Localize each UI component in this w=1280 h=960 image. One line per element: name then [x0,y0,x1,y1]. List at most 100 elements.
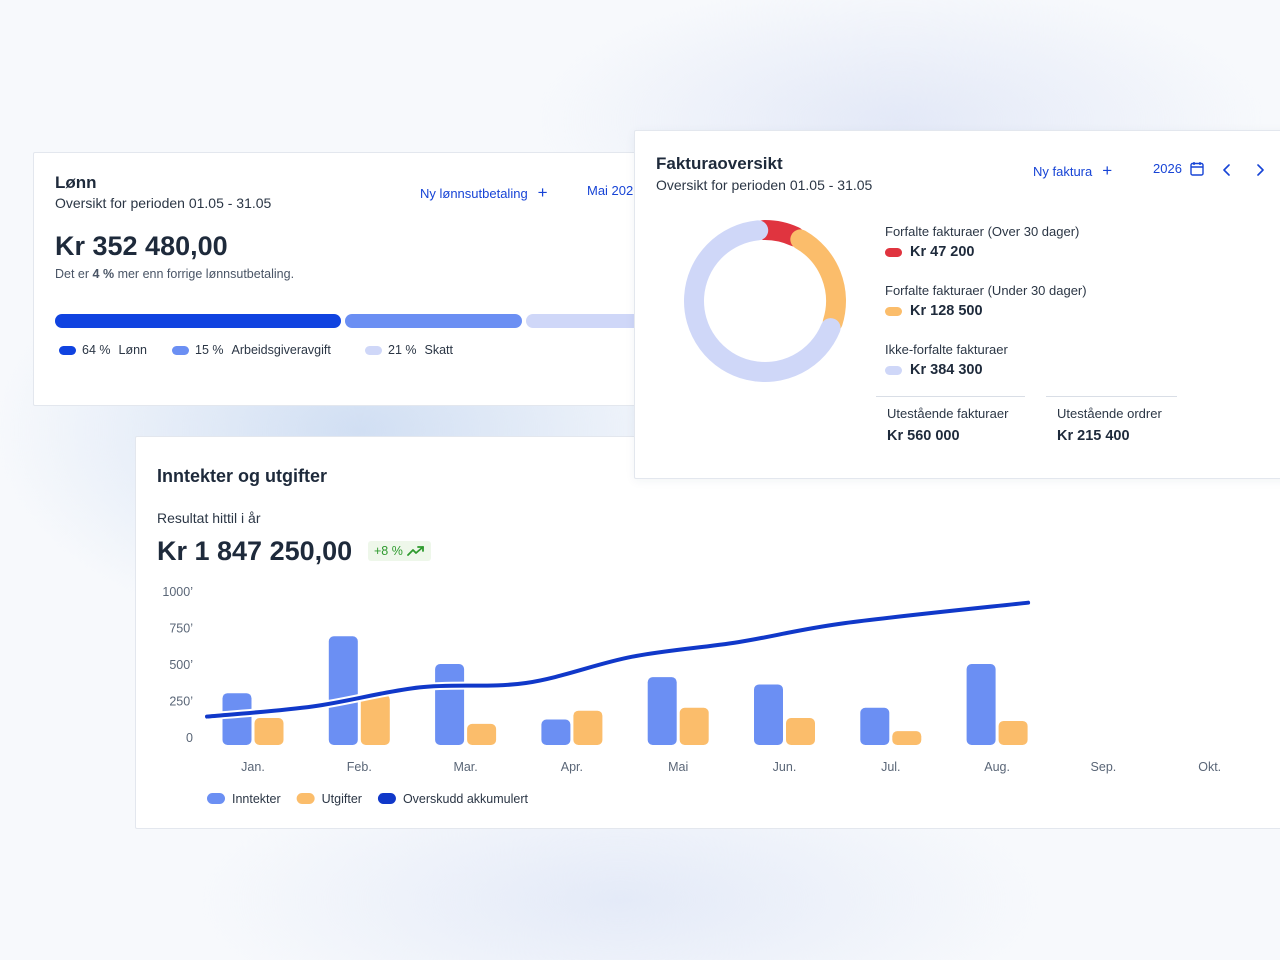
outstanding-invoices-label: Utestående fakturaer [887,406,1009,421]
note-suffix: mer enn forrige lønnsutbetaling. [117,267,295,281]
x-tick-label: Jun. [773,760,797,774]
new-payment-button[interactable]: Ny lønnsutbetaling + [420,183,548,203]
x-tick-label: Mai [668,760,688,774]
change-value: +8 % [374,544,403,558]
y-tick-label: 500’ [169,658,193,672]
x-tick-label: Jul. [881,760,900,774]
invoice-item-overdue-under30: Forfalte fakturaer (Under 30 dager) Kr 1… [885,283,1087,319]
expense-bar [573,710,603,745]
legend-label: Utgifter [322,792,362,806]
expense-bar [254,718,284,745]
legend-swatch [296,793,315,804]
new-payment-label: Ny lønnsutbetaling [420,185,528,201]
new-invoice-button[interactable]: Ny faktura + [1033,161,1112,181]
result-value: Kr 1 847 250,00 [157,536,353,566]
item-value: Kr 128 500 [910,303,983,319]
outstanding-invoices-value: Kr 560 000 [887,428,960,444]
legend-dot [59,345,76,355]
income-bar [435,664,465,745]
outstanding-orders-value: Kr 215 400 [1057,428,1130,444]
invoice-card: Fakturaoversikt Oversikt for perioden 01… [634,130,1280,479]
legend-employer-tax: 15 % Arbeidsgiveravgift [172,343,331,357]
income-chart: 1000’ 750’ 500’ 250’ 0 Jan. Feb. Mar. Apr. Mai Ju… [162,585,1221,806]
outstanding-invoices: Utestående fakturaer Kr 560 000 [876,396,1025,444]
lonn-note: Det er 4 % mer enn forrige lønnsutbetali… [55,267,294,281]
x-tick-label: Feb. [347,760,372,774]
income-bar [966,664,996,745]
legend-pct: 64 % [82,343,111,357]
income-expenses-card: Inntekter og utgifter Resultat hittil i … [135,436,1280,829]
invoice-item-not-due: Ikke-forfalte fakturaer Kr 384 300 [885,342,1008,378]
y-tick-label: 0 [186,731,193,745]
chevron-right-icon[interactable] [1255,164,1265,176]
legend-label: Skatt [424,343,454,357]
outstanding-orders: Utestående ordrer Kr 215 400 [1046,396,1177,444]
year-label: 2026 [1153,161,1182,176]
y-tick-label: 250’ [169,695,193,709]
x-tick-label: Mar. [453,760,477,774]
x-tick-label: Jan. [241,760,265,774]
legend-pct: 15 % [195,343,224,357]
lonn-title: Lønn [55,173,97,192]
item-value: Kr 384 300 [910,362,983,378]
item-value: Kr 47 200 [910,244,975,260]
x-tick-label: Sep. [1091,760,1117,774]
period-selector[interactable]: Mai 2026 [587,183,641,198]
not-due-slice [684,220,841,382]
item-label: Forfalte fakturaer (Over 30 dager) [885,224,1080,239]
note-prefix: Det er [55,267,90,281]
x-tick-label: Apr. [561,760,583,774]
y-tick-label: 1000’ [162,585,193,599]
legend-salary: 64 % Lønn [59,343,147,357]
legend-dot [885,306,902,316]
new-invoice-label: Ny faktura [1033,163,1093,179]
employer-tax-bar [345,314,522,328]
salary-bar [55,314,341,328]
expense-bar [786,718,815,745]
legend-label: Lønn [118,343,148,357]
expense-bar [467,723,497,745]
item-label: Ikke-forfalte fakturaer [885,342,1008,357]
legend-dot [885,365,902,375]
legend-label: Overskudd akkumulert [403,792,529,806]
income-bar [754,684,783,745]
lonn-card: Lønn Oversikt for perioden 01.05 - 31.05… [33,152,673,406]
income-bar [541,719,571,745]
year-selector[interactable]: 2026 [1153,161,1204,176]
overdue-30plus-slice [754,220,805,247]
plus-icon: + [537,183,548,202]
legend-swatch [207,793,225,804]
calendar-icon [1190,162,1204,176]
invoice-donut [684,220,846,382]
trend-up-icon [406,546,424,556]
chevron-left-icon[interactable] [1222,164,1232,176]
legend-tax: 21 % Skatt [365,343,453,357]
x-tick-label: Aug. [984,760,1010,774]
income-bar [222,693,252,745]
income-title: Inntekter og utgifter [157,466,327,486]
legend-pct: 21 % [388,343,417,357]
expense-bar [360,694,390,745]
overdue-under30-slice [790,229,846,333]
expense-bar [998,720,1028,745]
legend-dot [172,345,189,355]
legend-label: Arbeidsgiveravgift [231,343,331,357]
legend-swatch [377,793,396,804]
result-label: Resultat hittil i år [157,510,261,526]
legend-dot [365,345,382,355]
legend-dot [885,247,902,257]
plus-icon: + [1102,161,1113,180]
legend-label: Inntekter [232,792,281,806]
note-percent: 4 % [92,267,115,281]
x-tick-label: Okt. [1198,760,1221,774]
y-tick-label: 750’ [169,622,193,636]
item-label: Forfalte fakturaer (Under 30 dager) [885,283,1087,298]
invoice-title: Fakturaoversikt [656,154,783,173]
income-bar [328,636,358,745]
accumulated-profit-line [205,600,1031,719]
expense-bar [892,731,922,745]
change-badge: +8 % [368,541,431,561]
income-bar [860,707,890,745]
expense-bar [679,707,709,745]
invoice-item-overdue-30plus: Forfalte fakturaer (Over 30 dager) Kr 47… [885,224,1079,260]
